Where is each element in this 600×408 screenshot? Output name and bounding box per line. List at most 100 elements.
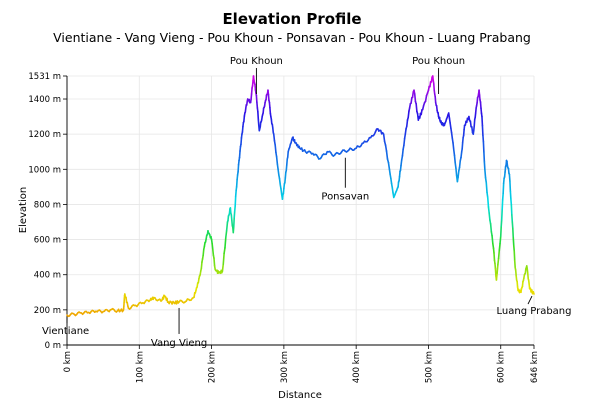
x-tick-label: 300 km <box>280 351 290 383</box>
elevation-segment <box>388 168 391 176</box>
elevation-segment <box>275 156 279 165</box>
x-tick-label: 646 km <box>530 351 540 383</box>
x-tick-label: 100 km <box>135 351 145 383</box>
elevation-segment <box>276 163 279 171</box>
elevation-segment <box>460 150 463 159</box>
elevation-segment <box>484 177 488 184</box>
elevation-segment <box>391 187 394 194</box>
elevation-segment <box>532 290 535 295</box>
annotation-label: Luang Prabang <box>497 306 572 317</box>
elevation-segment <box>211 248 215 257</box>
elevation-segment <box>213 257 216 267</box>
y-axis-label: Elevation <box>18 187 29 233</box>
elevation-segment <box>447 112 451 119</box>
elevation-segment <box>471 126 474 134</box>
elevation-segment <box>497 257 500 266</box>
chart-subtitle: Vientiane - Vang Vieng - Pou Khoun - Pon… <box>53 30 531 45</box>
elevation-segment <box>496 264 499 275</box>
elevation-segment <box>484 168 487 179</box>
y-tick-label: 400 m <box>34 271 61 281</box>
y-tick-label: 1200 m <box>28 130 61 140</box>
elevation-segment <box>469 120 472 128</box>
y-tick-label: 600 m <box>34 236 61 246</box>
elevation-segment <box>455 167 458 177</box>
annotation-label: Ponsavan <box>321 192 369 203</box>
elevation-segment <box>225 221 229 232</box>
elevation-segment <box>486 196 490 208</box>
y-tick-label: 1400 m <box>28 95 61 105</box>
elevation-line <box>66 75 535 318</box>
elevation-segment <box>424 94 428 103</box>
elevation-segment <box>415 103 418 113</box>
elevation-segment <box>453 154 457 164</box>
elevation-segment <box>454 161 457 169</box>
elevation-segment <box>411 91 415 99</box>
elevation-segment <box>382 133 386 143</box>
elevation-segment <box>280 188 283 196</box>
y-tick-label: 0 m <box>45 341 61 351</box>
y-tick-label: 200 m <box>34 306 61 316</box>
elevation-segment <box>222 252 225 265</box>
elevation-segment <box>485 181 488 194</box>
elevation-segment <box>405 119 409 128</box>
x-tick-label: 400 km <box>352 351 362 383</box>
elevation-segment <box>452 148 456 157</box>
elevation-segment <box>499 235 502 245</box>
annotation-label: Vientiane <box>42 326 89 337</box>
elevation-segment <box>497 249 501 260</box>
elevation-segment <box>487 206 490 215</box>
elevation-segment <box>450 132 454 140</box>
x-tick-label: 200 km <box>208 351 218 383</box>
elevation-segment <box>274 144 277 154</box>
elevation-segment <box>202 248 205 257</box>
elevation-segment <box>404 128 407 135</box>
elevation-segment <box>125 296 128 304</box>
y-tick-label: 800 m <box>34 200 61 210</box>
elevation-segment <box>387 161 391 171</box>
elevation-segment <box>457 170 460 179</box>
elevation-segment <box>401 148 404 157</box>
elevation-segment <box>272 133 276 142</box>
elevation-segment <box>430 76 433 83</box>
elevation-segment <box>221 263 225 273</box>
annotation-label: Pou Khoun <box>230 56 283 67</box>
elevation-segment <box>488 212 491 221</box>
elevation-segment <box>278 177 282 186</box>
elevation-segment <box>449 122 452 129</box>
elevation-segment <box>429 81 432 88</box>
y-tick-label: 1531 m <box>28 72 61 82</box>
annotation-leader <box>527 295 533 305</box>
elevation-segment <box>224 236 227 249</box>
elevation-segment <box>400 159 403 167</box>
axes: 0 m 200 m 400 m 600 m 800 m 1000 m 1200 m 1400 … <box>28 72 540 383</box>
elevation-segment <box>211 243 214 251</box>
x-tick-label: 500 km <box>424 351 434 383</box>
annotation-label: Vang Vieng <box>151 338 207 349</box>
elevation-segment <box>491 242 495 250</box>
elevation-segment <box>486 191 489 199</box>
elevation-segment <box>489 223 493 233</box>
elevation-segment <box>448 117 451 124</box>
elevation-segment <box>277 168 280 176</box>
elevation-segment <box>491 234 494 245</box>
y-tick-label: 1000 m <box>28 165 61 175</box>
chart-title: Elevation Profile <box>222 10 361 28</box>
elevation-segment <box>452 142 455 151</box>
elevation-segment <box>390 177 393 185</box>
x-tick-label: 0 km <box>63 351 73 372</box>
elevation-segment <box>498 242 501 252</box>
elevation-segment <box>495 272 498 281</box>
elevation-segment <box>200 261 203 270</box>
elevation-segment <box>403 137 406 147</box>
elevation-segment <box>413 93 417 103</box>
elevation-segment <box>384 144 388 152</box>
elevation-segment <box>407 110 410 119</box>
elevation-segment <box>225 229 228 239</box>
grid <box>66 75 535 346</box>
x-axis-label: Distance <box>278 390 322 401</box>
elevation-segment <box>410 97 413 104</box>
elevation-segment <box>385 150 389 160</box>
elevation-segment <box>223 247 226 255</box>
annotation-label: Pou Khoun <box>412 56 465 67</box>
